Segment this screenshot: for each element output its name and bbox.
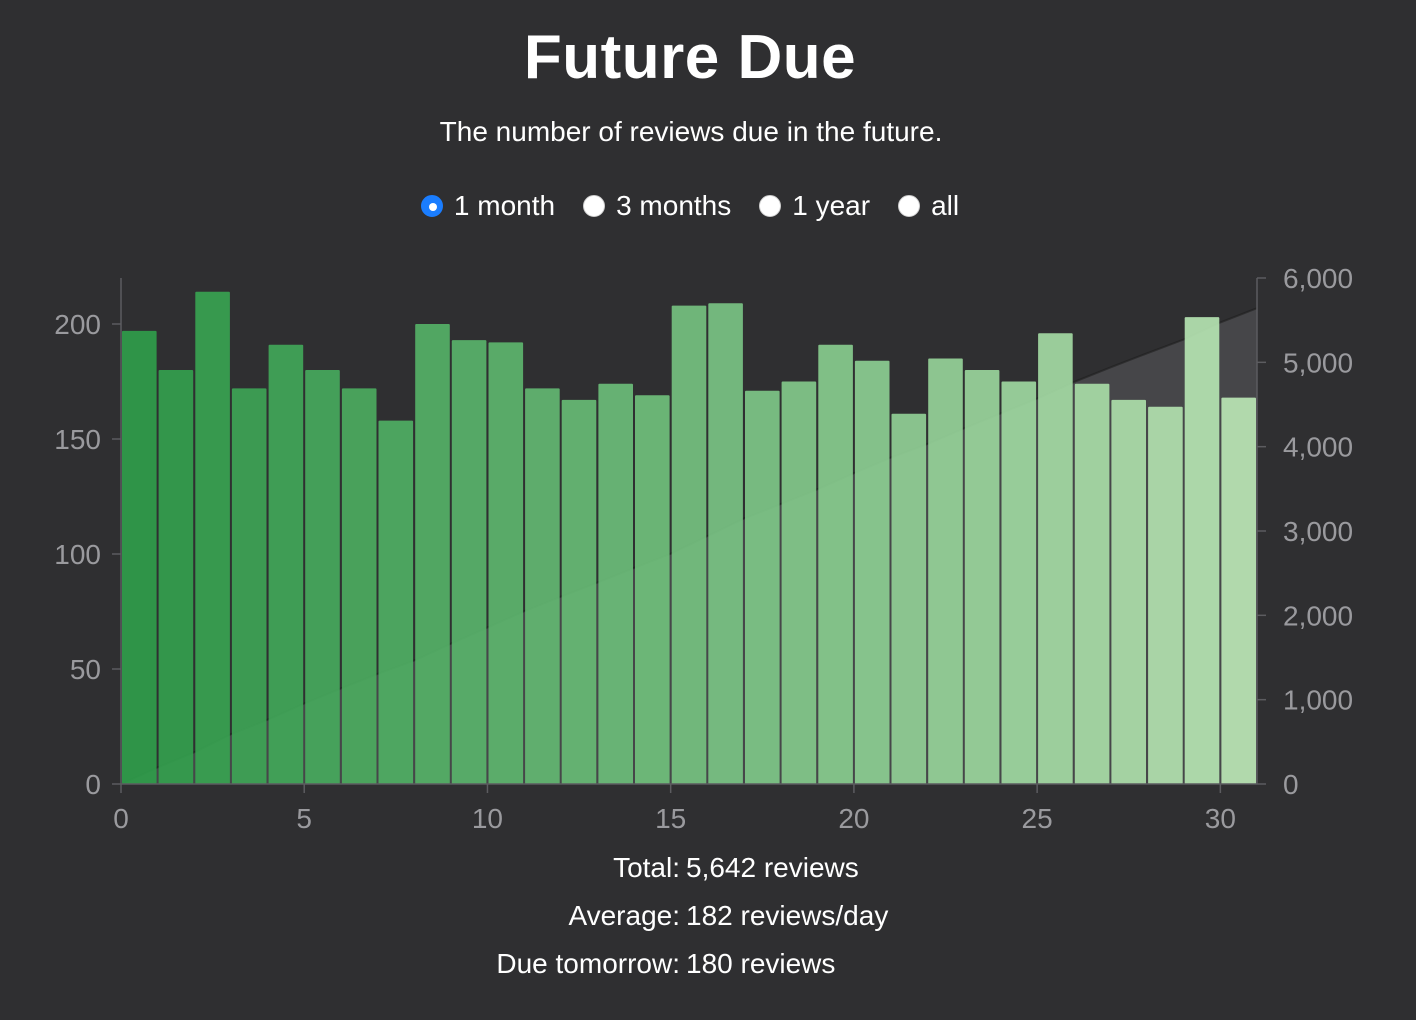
bar bbox=[231, 388, 267, 784]
radio-button[interactable] bbox=[898, 195, 921, 217]
range-selector: 1 month 3 months 1 year all bbox=[0, 190, 1380, 222]
stat-value: 182 reviews/day bbox=[686, 900, 889, 931]
bar bbox=[854, 360, 890, 784]
radio-button[interactable] bbox=[420, 195, 443, 217]
range-option-1-month[interactable]: 1 month bbox=[420, 190, 556, 222]
y2-tick-label: 6,000 bbox=[1283, 263, 1353, 294]
x-tick-label: 20 bbox=[838, 803, 869, 834]
bar bbox=[598, 383, 633, 784]
y-tick-label: 200 bbox=[54, 309, 101, 340]
y-tick-label: 50 bbox=[70, 654, 101, 685]
bar bbox=[488, 342, 524, 784]
bar bbox=[745, 390, 780, 784]
x-tick-label: 25 bbox=[1022, 803, 1053, 834]
bar bbox=[671, 305, 707, 784]
bar bbox=[1001, 381, 1037, 784]
bar bbox=[451, 340, 487, 784]
bar bbox=[1074, 383, 1110, 784]
bars-layer bbox=[122, 291, 1256, 784]
bar bbox=[1221, 397, 1256, 784]
y-tick-label: 100 bbox=[54, 539, 101, 570]
bar bbox=[1038, 333, 1073, 784]
y2-tick-label: 2,000 bbox=[1283, 600, 1353, 631]
stat-row-due-tomorrow: Due tomorrow: 180 reviews bbox=[0, 948, 1416, 996]
range-label: 1 year bbox=[792, 190, 871, 221]
bar bbox=[928, 358, 963, 784]
y2-tick-label: 5,000 bbox=[1283, 347, 1353, 378]
y-tick-label: 0 bbox=[85, 769, 101, 800]
x-tick-label: 0 bbox=[113, 803, 129, 834]
bar bbox=[378, 420, 414, 784]
bar bbox=[525, 388, 560, 784]
radio-button[interactable] bbox=[759, 195, 782, 217]
stat-label: Due tomorrow: bbox=[496, 948, 680, 979]
stat-row-total: Total: 5,642 reviews bbox=[0, 852, 1416, 900]
bar bbox=[635, 395, 670, 784]
range-label: 3 months bbox=[616, 190, 732, 221]
future-due-chart: 05010015020001,0002,0003,0004,0005,0006,… bbox=[54, 263, 1353, 834]
bar bbox=[305, 370, 340, 784]
x-tick-label: 10 bbox=[472, 803, 503, 834]
bar bbox=[195, 291, 230, 784]
bar bbox=[818, 344, 853, 784]
stat-label: Average: bbox=[568, 900, 680, 931]
bar bbox=[158, 370, 194, 784]
y2-tick-label: 1,000 bbox=[1283, 685, 1353, 716]
bar bbox=[891, 413, 927, 784]
stats-table: Total: 5,642 reviews Average: 182 review… bbox=[0, 852, 1416, 996]
range-option-1-year[interactable]: 1 year bbox=[759, 190, 870, 222]
page-subtitle: The number of reviews due in the future. bbox=[439, 116, 943, 147]
x-tick-label: 15 bbox=[655, 803, 686, 834]
bar bbox=[1111, 399, 1146, 784]
bar bbox=[708, 303, 743, 784]
bar bbox=[1148, 406, 1183, 784]
stat-value: 5,642 reviews bbox=[686, 852, 859, 883]
axes-layer: 05010015020001,0002,0003,0004,0005,0006,… bbox=[54, 263, 1353, 834]
y-tick-label: 150 bbox=[54, 424, 101, 455]
stat-label: Total: bbox=[613, 852, 680, 883]
range-option-3-months[interactable]: 3 months bbox=[583, 190, 731, 222]
bar bbox=[781, 381, 817, 784]
bar bbox=[561, 399, 597, 784]
x-tick-label: 5 bbox=[296, 803, 312, 834]
bar bbox=[964, 370, 1000, 784]
page-title: Future Due bbox=[523, 23, 857, 92]
bar bbox=[415, 324, 450, 784]
range-option-all[interactable]: all bbox=[898, 190, 959, 222]
bar bbox=[1184, 317, 1220, 784]
x-tick-label: 30 bbox=[1205, 803, 1236, 834]
bar bbox=[341, 388, 377, 784]
y2-tick-label: 3,000 bbox=[1283, 516, 1353, 547]
stat-row-average: Average: 182 reviews/day bbox=[0, 900, 1416, 948]
y2-tick-label: 4,000 bbox=[1283, 432, 1353, 463]
bar bbox=[122, 330, 157, 784]
range-label: 1 month bbox=[453, 190, 556, 221]
radio-button[interactable] bbox=[583, 195, 606, 217]
y2-tick-label: 0 bbox=[1283, 769, 1299, 800]
bar bbox=[268, 344, 304, 784]
stat-value: 180 reviews bbox=[686, 948, 836, 979]
range-label: all bbox=[931, 190, 960, 221]
